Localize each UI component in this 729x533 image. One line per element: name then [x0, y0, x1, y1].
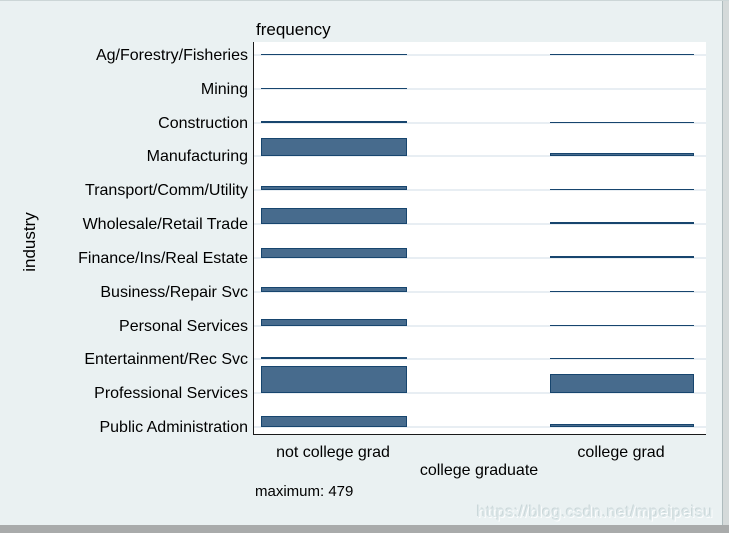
- baseline-gridline: [254, 358, 706, 361]
- chart-title: frequency: [256, 20, 331, 39]
- category-label: Public Administration: [99, 419, 248, 437]
- plot-area: [253, 42, 706, 435]
- baseline-gridline: [254, 324, 706, 327]
- panel-label-college-grad: college grad: [577, 444, 665, 461]
- chart-note: maximum: 479: [255, 483, 354, 500]
- frequency-bar: [550, 121, 694, 123]
- frequency-bar: [550, 255, 694, 258]
- baseline-gridline: [254, 392, 706, 395]
- frequency-bar: [261, 54, 407, 55]
- category-label: Manufacturing: [146, 148, 248, 166]
- frequency-bar: [261, 247, 407, 258]
- baseline-gridline: [254, 426, 706, 429]
- category-label: Ag/Forestry/Fisheries: [95, 47, 248, 64]
- watermark-text: https://blog.csdn.net/mpeipeisu: [476, 504, 713, 521]
- frequency-bar: [550, 374, 694, 394]
- category-label: Entertainment/Rec Svc: [84, 351, 248, 369]
- category-label: Personal Services: [119, 317, 248, 335]
- baseline-gridline: [254, 189, 706, 192]
- frequency-bar: [550, 324, 694, 326]
- category-label: Transport/Comm/Utility: [85, 182, 248, 200]
- frequency-bar: [550, 54, 694, 55]
- category-label: Finance/Ins/Real Estate: [78, 249, 248, 267]
- x-axis-title: college graduate: [419, 462, 539, 479]
- category-label: Professional Services: [94, 385, 248, 403]
- frequency-bar: [550, 358, 694, 360]
- frequency-bar: [550, 290, 694, 292]
- category-label: Construction: [158, 114, 248, 132]
- frequency-bar: [550, 222, 694, 225]
- baseline-gridline: [254, 121, 706, 124]
- right-window-edge: [722, 1, 729, 525]
- category-label: Mining: [200, 80, 248, 98]
- category-label: Business/Repair Svc: [100, 283, 248, 301]
- frequency-bar: [261, 416, 407, 428]
- frequency-bar: [261, 286, 407, 292]
- frequency-bar: [550, 424, 694, 428]
- frequency-bar: [261, 120, 407, 123]
- baseline-gridline: [254, 87, 706, 90]
- frequency-bar: [550, 153, 694, 157]
- category-label: Wholesale/Retail Trade: [82, 216, 248, 234]
- frequency-bar: [261, 208, 407, 225]
- baseline-gridline: [254, 256, 706, 259]
- frequency-bar: [261, 366, 407, 394]
- frequency-bar: [550, 189, 694, 191]
- baseline-gridline: [254, 54, 706, 56]
- bottom-window-edge: [0, 525, 729, 533]
- baseline-gridline: [254, 290, 706, 293]
- frequency-bar: [261, 87, 407, 89]
- panel-label-not-college-grad: not college grad: [276, 444, 390, 461]
- baseline-gridline: [254, 155, 706, 158]
- frequency-bar: [261, 357, 407, 360]
- frequency-bar: [261, 318, 407, 326]
- frequency-bar: [261, 186, 407, 191]
- baseline-gridline: [254, 223, 706, 226]
- frequency-bar: [261, 138, 407, 157]
